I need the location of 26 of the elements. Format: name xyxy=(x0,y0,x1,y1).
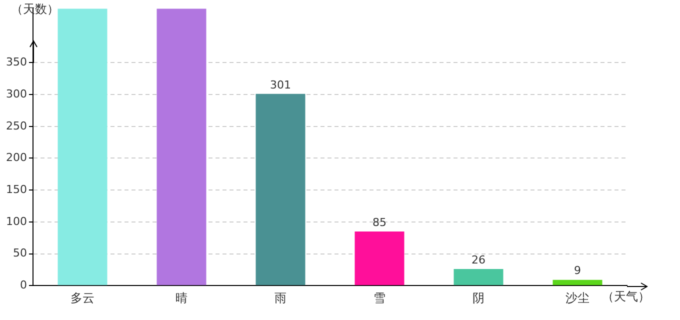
x-tick-label: 雪 xyxy=(374,290,386,305)
y-tick-label: 0 xyxy=(20,278,27,292)
bar xyxy=(454,269,504,286)
x-tick-label: 沙尘 xyxy=(566,290,590,305)
y-tick-label: 200 xyxy=(6,151,27,164)
y-axis-title: （天数） xyxy=(10,2,59,16)
bar xyxy=(156,8,206,286)
x-tick-label: 晴 xyxy=(175,290,188,305)
y-tick-label: 250 xyxy=(6,119,27,132)
y-tick-label: 100 xyxy=(6,214,27,228)
y-tick-label: 150 xyxy=(6,182,27,196)
data-label: 85 xyxy=(372,216,386,229)
bar xyxy=(58,8,108,286)
x-tick-label: 阴 xyxy=(472,290,484,305)
data-label: 26 xyxy=(472,253,486,266)
bar xyxy=(552,280,602,286)
x-axis-title: （天气） xyxy=(602,290,650,304)
data-label: 9 xyxy=(574,264,581,278)
y-tick-label: 50 xyxy=(12,246,27,260)
y-tick-label: 300 xyxy=(6,87,27,100)
bar xyxy=(256,94,306,286)
bar xyxy=(354,231,404,286)
data-label: 301 xyxy=(270,78,291,92)
x-tick-label: 多云 xyxy=(70,290,94,305)
x-tick-label: 雨 xyxy=(274,290,286,305)
y-tick-label: 350 xyxy=(6,56,27,69)
